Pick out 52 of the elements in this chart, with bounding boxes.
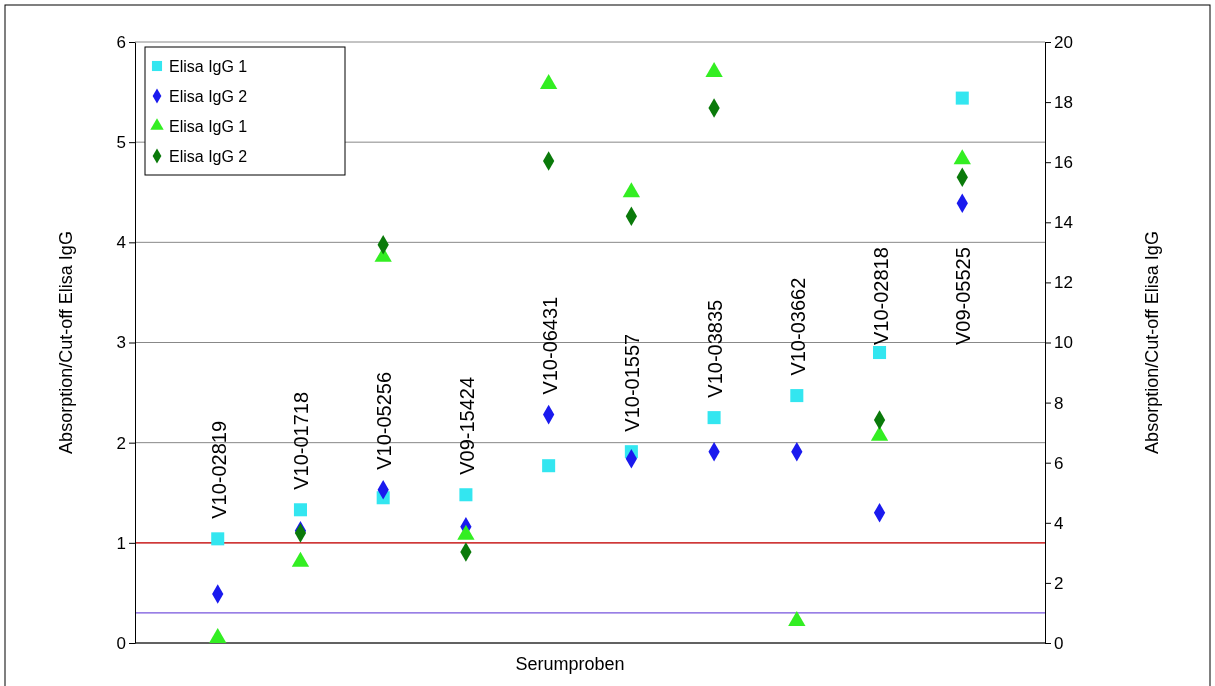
- x-tick-label: V10-01557: [621, 333, 644, 432]
- point: [459, 488, 473, 502]
- y2-tick-label: 16: [1054, 153, 1073, 173]
- legend-label: Elisa IgG 1: [169, 58, 248, 75]
- y-tick-label: 2: [116, 433, 126, 453]
- x-tick-label: V10-02819: [207, 420, 230, 519]
- point: [542, 459, 556, 473]
- y2-tick-label: 12: [1054, 273, 1073, 293]
- y2-tick-label: 0: [1054, 633, 1064, 653]
- point: [622, 182, 641, 198]
- point: [873, 346, 887, 360]
- legend-label: Elisa IgG 1: [169, 118, 248, 135]
- x-tick-label: V09-15424: [455, 376, 478, 475]
- x-tick-label: V10-03662: [786, 277, 809, 376]
- legend-label: Elisa IgG 2: [169, 88, 248, 105]
- point: [291, 551, 310, 567]
- x-tick-label: V10-02818: [869, 247, 892, 345]
- x-axis-title: Serumproben: [515, 654, 625, 674]
- point: [870, 425, 889, 441]
- y-tick-label: 0: [116, 633, 126, 653]
- point: [209, 627, 227, 643]
- point: [293, 503, 307, 517]
- legend-label: Elisa IgG 2: [169, 148, 248, 165]
- point: [788, 611, 806, 627]
- point: [457, 524, 475, 540]
- y-tick-label: 1: [116, 533, 126, 553]
- x-tick-label: V10-06431: [538, 296, 561, 395]
- point: [953, 149, 971, 165]
- x-tick-label: V10-01718: [290, 391, 313, 490]
- y2-tick-label: 6: [1054, 453, 1064, 473]
- point: [211, 532, 225, 546]
- y2-tick-label: 8: [1054, 393, 1064, 413]
- y2-tick-label: 20: [1054, 32, 1073, 52]
- point: [539, 74, 558, 90]
- y2-axis-title: Absorption/Cut-off Elisa IgG: [1142, 231, 1162, 454]
- point: [707, 411, 721, 425]
- x-tick-label: V09-05525: [952, 247, 975, 345]
- y-tick-label: 3: [116, 333, 126, 353]
- y-tick-label: 4: [116, 233, 126, 253]
- y2-tick-label: 14: [1054, 213, 1073, 233]
- y2-tick-label: 4: [1054, 513, 1064, 533]
- y2-tick-label: 18: [1054, 93, 1073, 113]
- point: [705, 62, 723, 78]
- y-tick-label: 5: [116, 133, 126, 153]
- point: [790, 389, 804, 403]
- y-axis-title: Absorption/Cut-off Elisa IgG: [56, 231, 76, 454]
- y-tick-label: 6: [116, 32, 126, 52]
- y2-tick-label: 10: [1054, 333, 1073, 353]
- point: [955, 91, 969, 105]
- y2-tick-label: 2: [1054, 573, 1064, 593]
- x-tick-label: V10-05256: [373, 371, 396, 470]
- x-tick-label: V10-03835: [704, 299, 727, 398]
